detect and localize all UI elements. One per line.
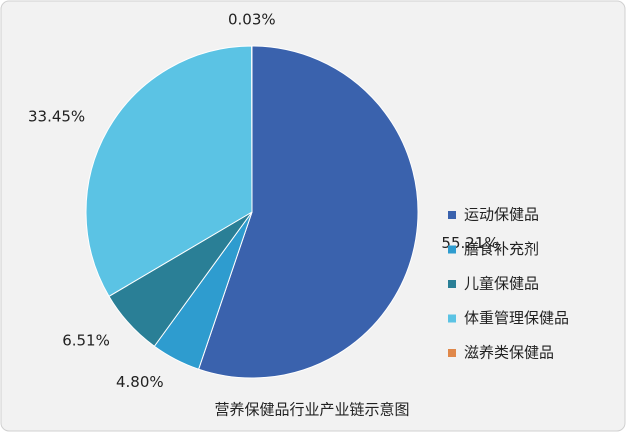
- pie-slice: [197, 45, 419, 379]
- legend-label: 运动保健品: [464, 206, 539, 224]
- legend-marker: [448, 349, 456, 357]
- legend-marker: [448, 245, 456, 254]
- data-label: 4.80%: [116, 373, 164, 391]
- legend-marker: [448, 314, 456, 323]
- legend-label: 滋养类保健品: [464, 344, 554, 362]
- legend-marker: [448, 211, 456, 219]
- legend-label: 儿童保健品: [464, 275, 539, 293]
- legend-label: 膳食补充剂: [464, 240, 539, 258]
- data-label: 33.45%: [28, 107, 85, 125]
- data-label: 6.51%: [62, 332, 110, 350]
- chart-title: 营养保健品行业产业链示意图: [214, 401, 409, 419]
- data-label: 0.03%: [228, 11, 276, 29]
- legend-label: 体重管理保健品: [464, 309, 569, 327]
- pie-slice: [85, 45, 253, 298]
- legend-marker: [448, 280, 456, 288]
